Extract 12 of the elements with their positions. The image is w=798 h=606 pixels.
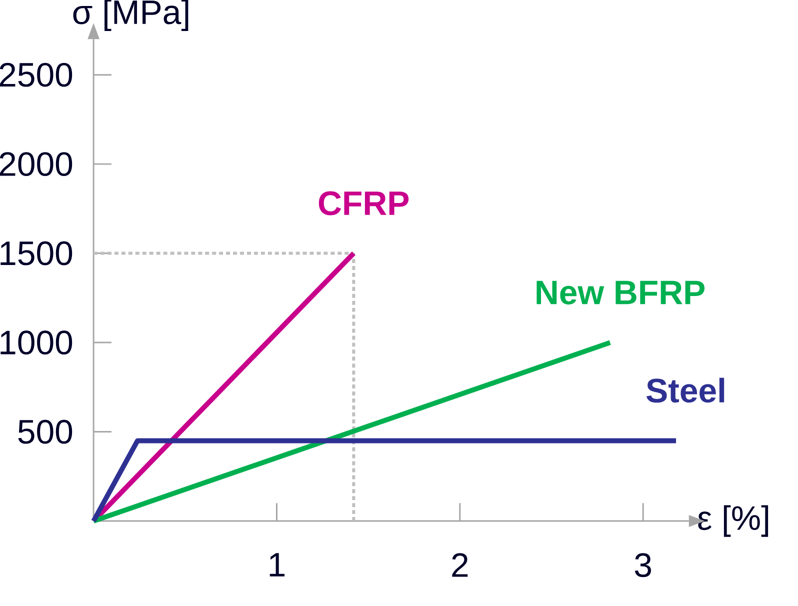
series-label: New BFRP [536, 280, 705, 304]
x-tick-label: 1 [270, 553, 284, 576]
y-tick-label: 500 [18, 420, 72, 444]
y-tick-label: 2000 [0, 152, 72, 176]
series-label: CFRP [318, 191, 409, 216]
x-tick-label: 2 [452, 553, 468, 577]
y-tick-label: 2500 [0, 62, 72, 87]
series-label: Steel [646, 378, 724, 403]
y-tick-label: 1500 [0, 241, 72, 266]
x-axis-title: ε [%] [698, 505, 768, 537]
x-tick-label: 3 [634, 553, 651, 578]
y-tick-label: 1000 [0, 330, 72, 355]
